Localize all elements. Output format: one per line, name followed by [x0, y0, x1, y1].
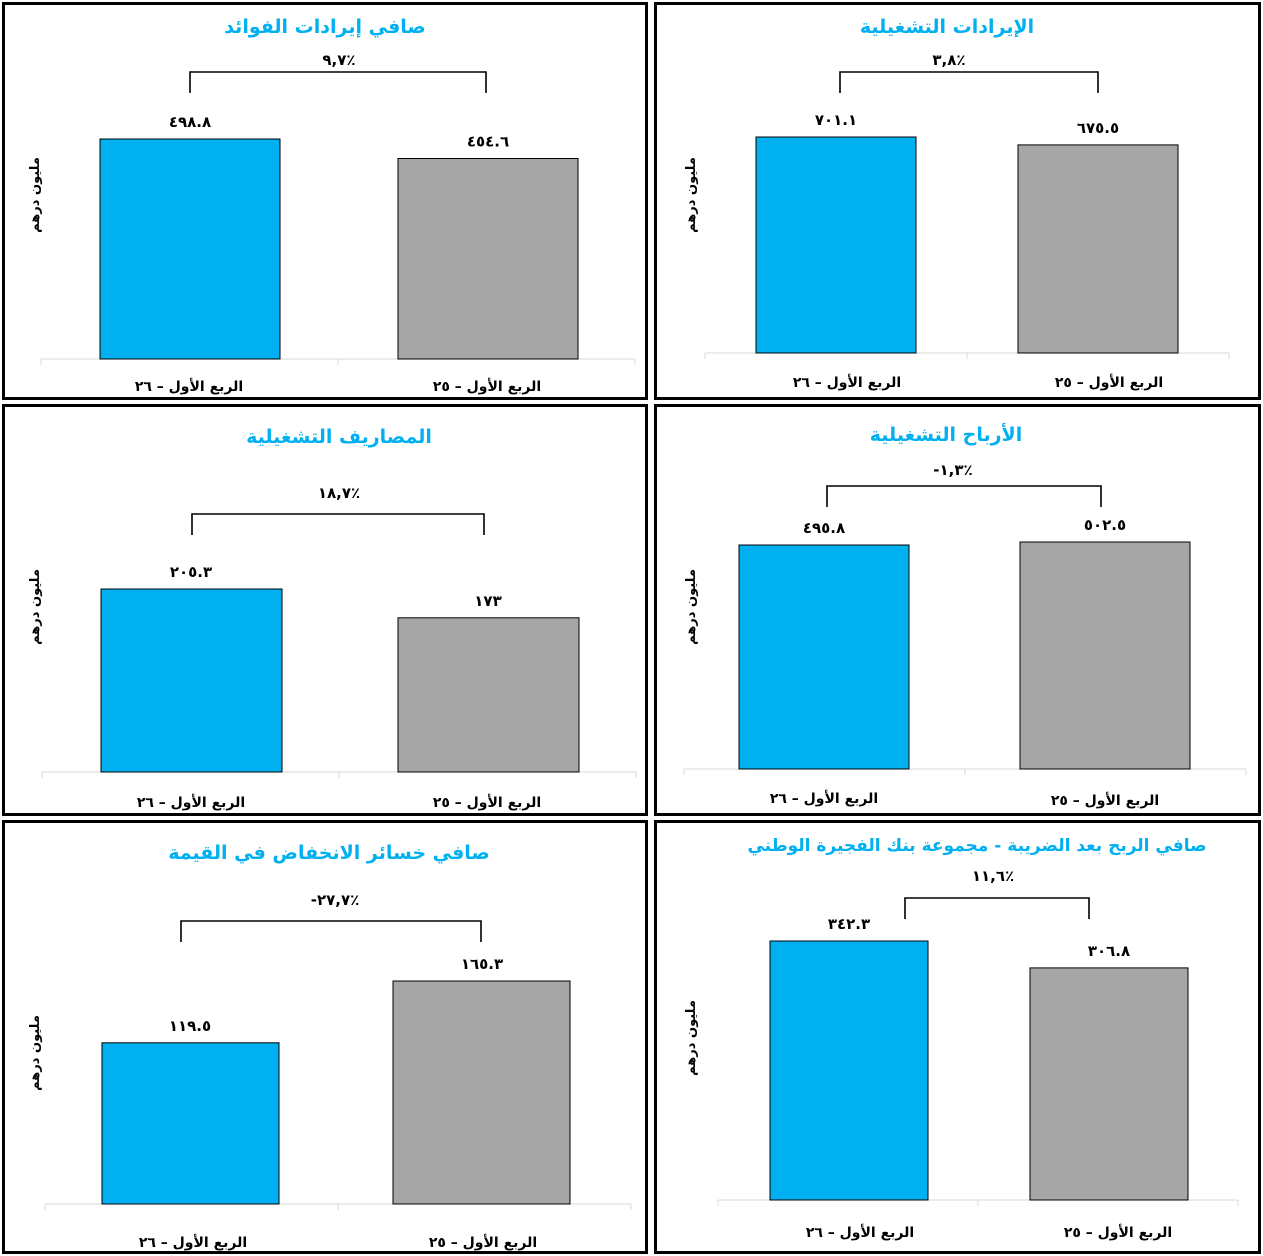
change-bracket: [180, 920, 482, 942]
change-label: ٪١,٣-: [933, 461, 972, 479]
y-axis-label: مليون درهم: [28, 157, 43, 233]
category-label-q1-25: الربع الأول – ٢٥: [1051, 792, 1159, 809]
bar-q1-25: [1019, 541, 1191, 770]
bar-q1-25: [1017, 144, 1179, 354]
chart-panel-net-interest-income: صافي إيرادات الفوائد ٪٩,٧ مليون درهم ٤٩٨…: [2, 2, 648, 400]
value-label-q1-25: ٦٧٥.٥: [1077, 119, 1119, 137]
y-axis-label: مليون درهم: [684, 157, 699, 233]
change-label: ٪٢٧,٧-: [311, 891, 360, 909]
chart-panel-operating-income: الإيرادات التشغيلية ٪٣,٨ مليون درهم ٧٠١.…: [654, 2, 1261, 400]
change-bracket: [826, 485, 1102, 507]
bar-q1-26: [769, 940, 929, 1201]
category-label-q1-25: الربع الأول – ٢٥: [433, 794, 541, 811]
category-label-q1-25: الربع الأول – ٢٥: [1064, 1224, 1172, 1241]
value-label-q1-25: ١٦٥.٣: [461, 955, 503, 973]
category-label-q1-26: الربع الأول – ٢٦: [770, 790, 878, 807]
chart-svg: الأرباح التشغيلية ٪١,٣- مليون درهم ٤٩٥.٨…: [683, 423, 1247, 809]
value-label-q1-26: ٤٩٨.٨: [169, 113, 211, 131]
y-axis-label: مليون درهم: [28, 569, 43, 645]
bar-q1-25: [392, 980, 571, 1205]
bar-q1-26: [755, 136, 917, 354]
chart-title: الإيرادات التشغيلية: [860, 16, 1034, 38]
chart-svg: صافي الربح بعد الضريبة - مجموعة بنك الفج…: [684, 836, 1239, 1241]
value-label-q1-25: ١٧٣: [474, 592, 501, 610]
y-axis-label: مليون درهم: [684, 569, 699, 645]
chart-panel-net-impairment: صافي خسائر الانخفاض في القيمة ٪٢٧,٧- ملي…: [2, 820, 648, 1254]
bar-q1-26: [738, 544, 910, 770]
chart-panel-operating-profit: الأرباح التشغيلية ٪١,٣- مليون درهم ٤٩٥.٨…: [654, 404, 1261, 816]
value-label-q1-26: ٧٠١.١: [815, 111, 857, 129]
change-label: ٪١١,٦: [972, 867, 1014, 885]
value-label-q1-25: ٣٠٦.٨: [1088, 942, 1130, 960]
bar-q1-26: [101, 1042, 280, 1205]
category-label-q1-26: الربع الأول – ٢٦: [793, 374, 901, 391]
chart-svg: الإيرادات التشغيلية ٪٣,٨ مليون درهم ٧٠١.…: [684, 16, 1230, 391]
value-label-q1-25: ٥٠٢.٥: [1084, 516, 1126, 534]
chart-title: صافي خسائر الانخفاض في القيمة: [168, 842, 490, 864]
bar-q1-25: [397, 617, 580, 773]
category-label-q1-25: الربع الأول – ٢٥: [429, 1234, 537, 1251]
chart-title: صافي الربح بعد الضريبة - مجموعة بنك الفج…: [747, 836, 1206, 856]
chart-panel-net-profit: صافي الربح بعد الضريبة - مجموعة بنك الفج…: [654, 820, 1261, 1254]
bar-q1-26: [100, 588, 283, 773]
change-bracket: [189, 71, 487, 93]
change-bracket: [191, 513, 485, 535]
value-label-q1-26: ٣٤٢.٣: [828, 915, 870, 933]
change-label: ٪٩,٧: [322, 51, 355, 69]
category-label-q1-26: الربع الأول – ٢٦: [137, 794, 245, 811]
bar-q1-26: [99, 138, 281, 360]
value-label-q1-26: ٢٠٥.٣: [170, 563, 212, 581]
chart-panel-operating-expenses: المصاريف التشغيلية ٪١٨,٧ مليون درهم ٢٠٥.…: [2, 404, 648, 816]
chart-title: صافي إيرادات الفوائد: [224, 16, 426, 38]
chart-svg: صافي إيرادات الفوائد ٪٩,٧ مليون درهم ٤٩٨…: [28, 16, 636, 395]
y-axis-label: مليون درهم: [684, 1000, 699, 1076]
category-label-q1-25: الربع الأول – ٢٥: [433, 378, 541, 395]
category-label-q1-26: الربع الأول – ٢٦: [806, 1224, 914, 1241]
chart-svg: صافي خسائر الانخفاض في القيمة ٪٢٧,٧- ملي…: [28, 842, 632, 1251]
category-label-q1-26: الربع الأول – ٢٦: [139, 1234, 247, 1251]
bar-q1-25: [397, 158, 579, 360]
change-bracket: [839, 71, 1099, 93]
chart-svg: المصاريف التشغيلية ٪١٨,٧ مليون درهم ٢٠٥.…: [28, 426, 637, 811]
change-bracket: [904, 897, 1090, 919]
category-label-q1-26: الربع الأول – ٢٦: [135, 378, 243, 395]
value-label-q1-25: ٤٥٤.٦: [467, 133, 509, 151]
value-label-q1-26: ٤٩٥.٨: [803, 519, 845, 537]
change-label: ٪٣,٨: [932, 51, 965, 69]
y-axis-label: مليون درهم: [28, 1015, 43, 1091]
category-label-q1-25: الربع الأول – ٢٥: [1055, 374, 1163, 391]
chart-title: المصاريف التشغيلية: [246, 426, 432, 448]
change-label: ٪١٨,٧: [318, 484, 360, 502]
value-label-q1-26: ١١٩.٥: [169, 1017, 211, 1035]
chart-title: الأرباح التشغيلية: [870, 423, 1022, 446]
bar-q1-25: [1029, 967, 1189, 1201]
